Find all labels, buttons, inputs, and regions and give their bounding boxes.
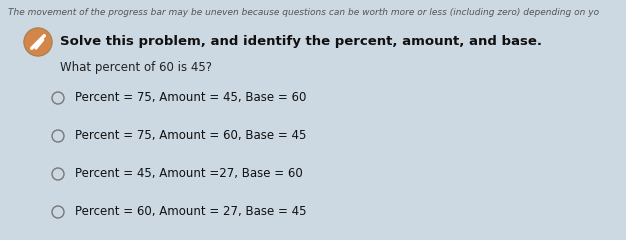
Text: Percent = 75, Amount = 60, Base = 45: Percent = 75, Amount = 60, Base = 45	[75, 130, 306, 143]
Text: The movement of the progress bar may be uneven because questions can be worth mo: The movement of the progress bar may be …	[8, 8, 599, 17]
Text: Percent = 75, Amount = 45, Base = 60: Percent = 75, Amount = 45, Base = 60	[75, 91, 306, 104]
Circle shape	[24, 28, 52, 56]
Text: Percent = 45, Amount =27, Base = 60: Percent = 45, Amount =27, Base = 60	[75, 168, 303, 180]
Text: Solve this problem, and identify the percent, amount, and base.: Solve this problem, and identify the per…	[60, 36, 542, 48]
Text: What percent of 60 is 45?: What percent of 60 is 45?	[60, 60, 212, 73]
Text: Percent = 60, Amount = 27, Base = 45: Percent = 60, Amount = 27, Base = 45	[75, 205, 307, 218]
